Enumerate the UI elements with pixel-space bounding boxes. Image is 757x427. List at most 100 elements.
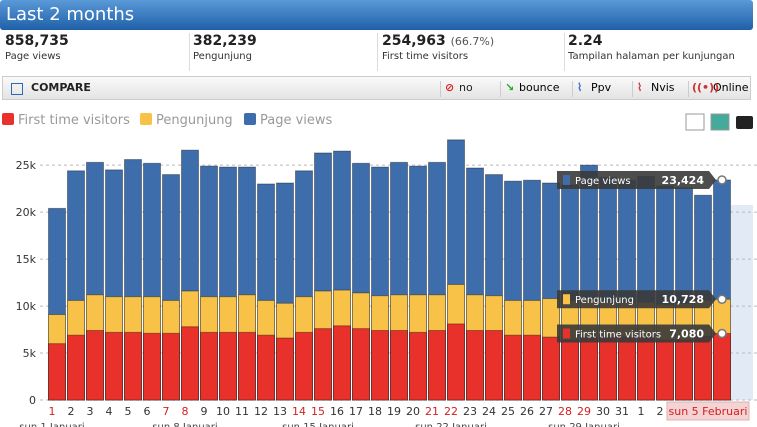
x-tick-label: 10 [216, 405, 230, 418]
toolbar-button[interactable]: ↘ bounce [500, 81, 579, 97]
bar [561, 339, 579, 401]
x-tick-label: 27 [539, 405, 553, 418]
week-label: sun 1 Januari [19, 422, 84, 427]
bar [656, 339, 674, 401]
toolbar-button[interactable]: ⊘ no [440, 81, 501, 97]
bar [105, 331, 123, 401]
bar [675, 339, 693, 401]
bar [48, 343, 66, 401]
stat-value: 2.24 [568, 33, 603, 49]
stat-label: Tampilan halaman per kunjungan [568, 51, 735, 62]
x-tick-label: 2 [657, 405, 664, 418]
tooltip-name: First time visitors [575, 329, 661, 340]
x-tick-label: 31 [615, 405, 629, 418]
y-tick-label: 0 [29, 394, 36, 407]
bar [143, 332, 161, 401]
bar [542, 336, 560, 401]
bar [466, 329, 484, 401]
toolbar-button[interactable]: ((•)) Online [688, 81, 757, 97]
tooltip-swatch [563, 328, 570, 339]
chart-icon[interactable] [710, 113, 730, 131]
x-tick-label: 21 [425, 405, 439, 418]
button-label: Nvis [651, 81, 675, 94]
x-tick-label: 14 [292, 405, 306, 418]
bar [67, 334, 85, 401]
x-tick-label: 17 [349, 405, 363, 418]
tooltip-swatch [563, 174, 570, 185]
legend-label: First time visitors [18, 113, 130, 128]
bar [352, 328, 370, 401]
chart-icon[interactable] [685, 113, 705, 131]
x-tick-label: 8 [182, 405, 189, 418]
x-tick-label: 11 [235, 405, 249, 418]
tooltip-value: 23,424 [662, 174, 705, 187]
bar [200, 331, 218, 401]
y-tick-label: 15k [16, 253, 37, 266]
camera-icon[interactable] [736, 116, 753, 129]
x-tick-label: 28 [558, 405, 572, 418]
bar [428, 329, 446, 401]
hover-point [717, 294, 727, 304]
tooltip-value: 7,080 [669, 327, 704, 340]
x-tick-label: 18 [368, 405, 382, 418]
week-label: sun 22 Januari [415, 422, 487, 427]
bar [238, 331, 256, 401]
x-tick-label: 30 [596, 405, 610, 418]
tooltip-box [557, 290, 709, 309]
stat-label: First time visitors [382, 51, 469, 62]
bar [295, 331, 313, 401]
x-tick-label: 13 [273, 405, 287, 418]
x-tick-label: 5 [125, 405, 132, 418]
button-label: Ppv [591, 81, 612, 94]
bar [390, 329, 408, 401]
bar [713, 332, 731, 401]
bar [371, 329, 389, 401]
toolbar-button[interactable]: ⌇ Ppv [572, 81, 631, 97]
x-tick-label: 1 [49, 405, 56, 418]
bar [447, 323, 465, 401]
x-tick-label: 19 [387, 405, 401, 418]
toolbar-button[interactable]: ⌇ Nvis [632, 81, 691, 97]
stat-value: 254,963 [382, 33, 446, 49]
bar [580, 336, 598, 401]
x-tick-label: 15 [311, 405, 325, 418]
legend-label: Page views [260, 113, 333, 128]
selected-day-box [666, 401, 750, 421]
legend-swatch [244, 113, 256, 125]
tooltip-box [557, 170, 709, 189]
compare-button[interactable]: COMPARE [31, 81, 91, 94]
stat: 2.24 Tampilan halaman per kunjungan [568, 33, 753, 71]
x-tick-label: 1 [638, 405, 645, 418]
button-label: Online [713, 81, 749, 94]
x-tick-label: 24 [482, 405, 496, 418]
bar [333, 325, 351, 401]
hover-column [731, 205, 753, 400]
legend-swatch [140, 113, 152, 125]
x-tick-label: 20 [406, 405, 420, 418]
tooltip-name: Pengunjung [575, 295, 634, 306]
button-label: no [459, 81, 473, 94]
x-tick-label: 4 [106, 405, 113, 418]
stat: 254,963 (66.7%) First time visitors [382, 33, 565, 71]
header-title: Last 2 months [0, 0, 753, 30]
bar [523, 334, 541, 401]
bar [314, 328, 332, 401]
x-tick-label: sun 5 Februari [669, 405, 748, 418]
y-tick-label: 20k [16, 206, 37, 219]
x-tick-label: 23 [463, 405, 477, 418]
bar [276, 337, 294, 401]
x-tick-label: 26 [520, 405, 534, 418]
bar [409, 331, 427, 401]
stat-label: Pengunjung [193, 51, 252, 62]
tooltip-box [557, 324, 709, 343]
tooltip-pointer [709, 324, 716, 343]
toolbar: COMPARE ⊘ no ↘ bounce ⌇ Ppv ⌇ Nvis ((•)) Onli… [2, 76, 751, 100]
compare-icon [11, 83, 23, 95]
x-tick-label: 9 [201, 405, 208, 418]
tooltip-pointer [709, 170, 716, 189]
y-tick-label: 10k [16, 300, 37, 313]
hover-point [717, 175, 727, 185]
tooltip-swatch [563, 294, 570, 305]
